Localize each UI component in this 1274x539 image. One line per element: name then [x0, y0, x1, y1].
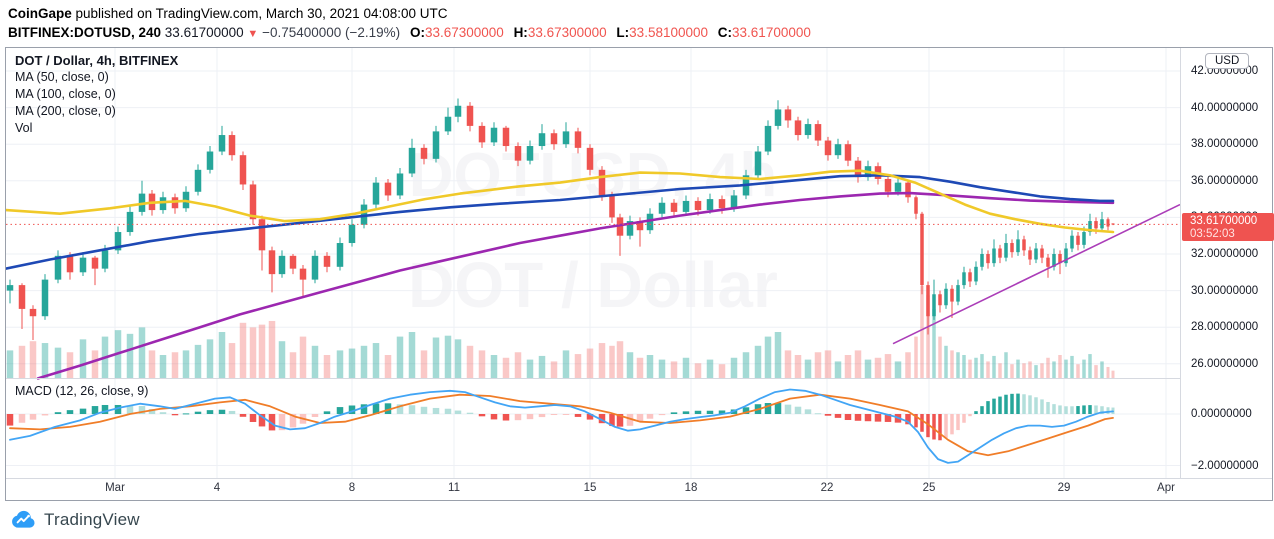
price-change: −0.75400000 (−2.19%)	[262, 25, 401, 40]
last-price-badge-value: 33.61700000	[1190, 215, 1258, 227]
time-tick-25: 25	[922, 482, 936, 494]
legend-ma100[interactable]: MA (100, close, 0)	[15, 87, 116, 101]
open-label: O:	[409, 25, 425, 40]
close-value: 33.61700000	[732, 25, 811, 40]
footer: TradingView	[10, 505, 140, 535]
time-tick-mar: Mar	[105, 482, 125, 494]
macd-tick: 0.00000000	[1191, 408, 1252, 420]
legend-ma200[interactable]: MA (200, close, 0)	[15, 104, 116, 118]
chart-plot-canvas[interactable]	[6, 48, 1272, 500]
quote-bar: BITFINEX:DOTUSD, 240 33.61700000 ▼ −0.75…	[8, 23, 1268, 44]
published-text: published on TradingView.com, March 30, …	[71, 6, 448, 21]
price-tick: 40.00000000	[1191, 101, 1259, 114]
high-value: 33.67300000	[527, 25, 607, 40]
chart-container[interactable]: DOTUSD, 4h DOT / Dollar DOT / Dollar, 4h…	[5, 47, 1274, 501]
time-tick-8: 8	[348, 482, 356, 494]
price-tick: 32.00000000	[1191, 248, 1259, 260]
time-tick-4: 4	[213, 482, 221, 494]
currency-badge: USD	[1205, 53, 1250, 69]
time-tick-29: 29	[1057, 482, 1071, 494]
tradingview-cloud-icon[interactable]	[10, 509, 37, 531]
macd-tick: −2.00000000	[1191, 459, 1259, 472]
chart-legend: DOT / Dollar, 4h, BITFINEX MA (50, close…	[15, 52, 178, 137]
price-tick: 28.00000000	[1191, 321, 1259, 334]
time-tick-22: 22	[820, 482, 834, 494]
high-label: H:	[513, 25, 528, 40]
last-price-badge: 33.61700000 03:52:03	[1182, 213, 1274, 241]
close-label: C:	[717, 25, 733, 40]
price-tick: 38.00000000	[1191, 138, 1259, 151]
price-tick: 26.00000000	[1191, 357, 1259, 370]
low-value: 33.58100000	[629, 25, 709, 40]
macd-legend[interactable]: MACD (12, 26, close, 9)	[15, 384, 149, 398]
price-scale[interactable]: −2.00000000 0.00000000 26.00000000 28.00000…	[1181, 48, 1274, 478]
legend-volume[interactable]: Vol	[15, 121, 33, 135]
open-value: 33.67300000	[424, 25, 504, 40]
time-tick-15: 15	[583, 482, 597, 494]
published-line: CoinGape published on TradingView.com, M…	[8, 4, 1268, 23]
legend-ma50[interactable]: MA (50, close, 0)	[15, 70, 109, 84]
low-label: L:	[616, 25, 630, 40]
price-tick: 30.00000000	[1191, 284, 1259, 297]
bar-countdown: 03:52:03	[1190, 228, 1235, 240]
price-tick: 36.00000000	[1191, 174, 1259, 187]
snapshot-header: CoinGape published on TradingView.com, M…	[8, 4, 1268, 44]
publisher-name: CoinGape	[8, 6, 72, 21]
last-price: 33.61700000	[164, 25, 244, 40]
time-axis[interactable]: Mar 4 8 11 15 18 22 25 29 Apr	[6, 479, 1180, 500]
time-tick-apr: Apr	[1157, 482, 1175, 494]
down-triangle-icon: ▼	[247, 28, 259, 40]
symbol-interval: BITFINEX:DOTUSD, 240	[8, 25, 162, 40]
tradingview-brand[interactable]: TradingView	[44, 510, 140, 529]
legend-title[interactable]: DOT / Dollar, 4h, BITFINEX	[15, 53, 179, 68]
time-tick-18: 18	[684, 482, 698, 494]
time-tick-11: 11	[448, 482, 460, 494]
